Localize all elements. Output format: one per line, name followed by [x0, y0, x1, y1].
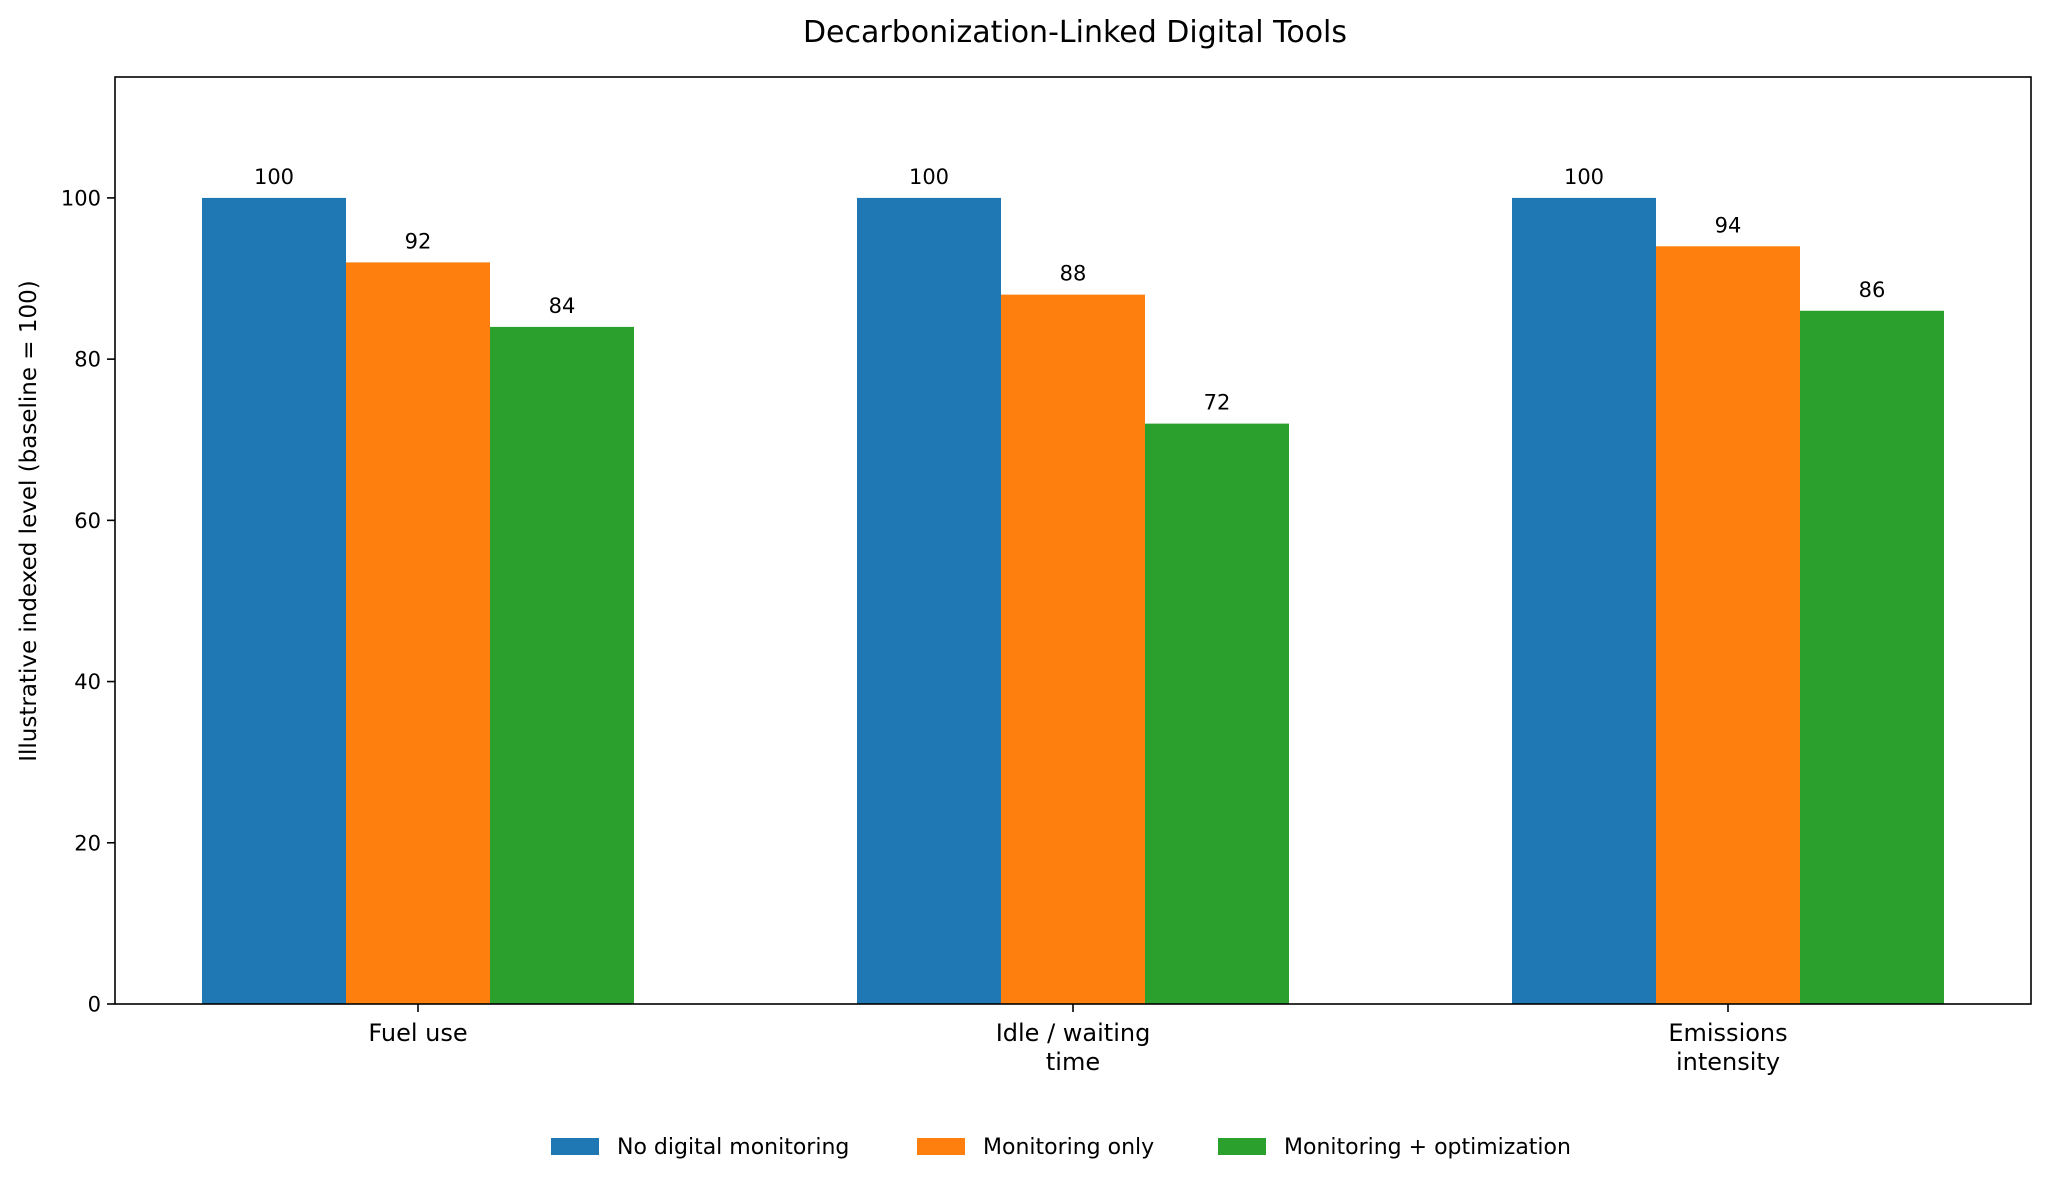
- bar-value-label: 100: [1564, 165, 1604, 189]
- bar-value-label: 84: [549, 294, 576, 318]
- y-tick-label: 80: [74, 348, 101, 372]
- bar: [1001, 294, 1145, 1005]
- legend-label: Monitoring only: [983, 1135, 1154, 1160]
- x-tick-label: Fuel use: [368, 1019, 467, 1047]
- bar: [490, 326, 634, 1004]
- y-tick-label: 40: [74, 670, 101, 694]
- y-axis-label: Illustrative indexed level (baseline = 1…: [16, 280, 42, 762]
- bar: [1656, 246, 1800, 1004]
- bar: [202, 197, 346, 1005]
- legend-label: No digital monitoring: [617, 1135, 849, 1160]
- bar: [1512, 197, 1656, 1005]
- bar-value-label: 100: [254, 165, 294, 189]
- bar-value-label: 94: [1715, 213, 1742, 237]
- bar-value-label: 88: [1060, 262, 1087, 286]
- x-tick-label: Idle / waiting time: [996, 1019, 1151, 1076]
- bar-value-label: 86: [1859, 278, 1886, 302]
- legend-swatch: [551, 1138, 599, 1155]
- bar-value-label: 92: [405, 229, 432, 253]
- bar: [1800, 310, 1944, 1004]
- legend-swatch: [917, 1138, 965, 1155]
- legend-label: Monitoring + optimization: [1284, 1135, 1571, 1160]
- chart-title: Decarbonization-Linked Digital Tools: [803, 15, 1347, 50]
- bar-value-label: 100: [909, 165, 949, 189]
- y-tick-label: 20: [74, 831, 101, 855]
- bar: [857, 197, 1001, 1005]
- legend-swatch: [1218, 1138, 1266, 1155]
- bar-value-label: 72: [1204, 391, 1231, 415]
- legend: No digital monitoring Monitoring only Moni…: [551, 1135, 1571, 1160]
- y-tick-label: 0: [88, 993, 101, 1017]
- y-tick-label: 60: [74, 509, 101, 533]
- bar: [346, 262, 490, 1004]
- plot-area: 100 100 100 92 88 94 84 72 86 0 20 40 60 80 100 Fuel us…: [61, 76, 2032, 1076]
- y-tick-label: 100: [61, 186, 101, 210]
- bar: [1145, 423, 1289, 1004]
- x-tick-label: Emissions intensity: [1668, 1019, 1787, 1076]
